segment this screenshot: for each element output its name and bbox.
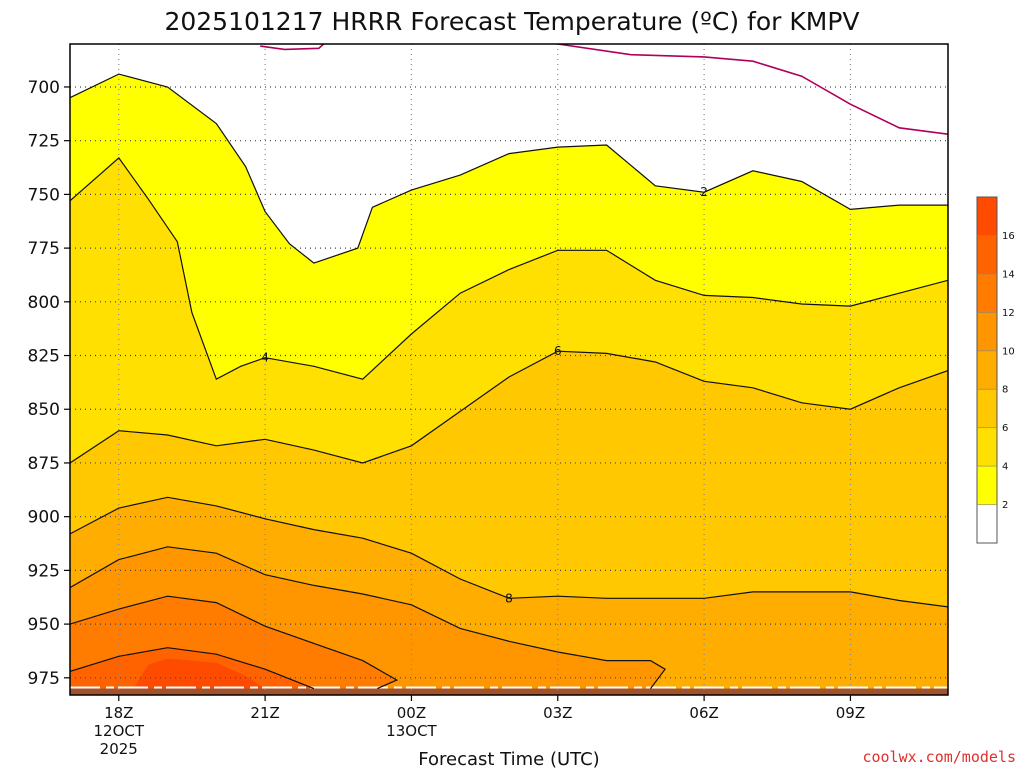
colorbar-tick-14: 14	[1002, 269, 1015, 280]
y-tick-label-750: 750	[28, 185, 60, 205]
grid-lines	[70, 44, 948, 695]
isotherm-12c-0	[70, 595, 399, 690]
isotherm-4c-0	[70, 157, 948, 381]
plot-frame	[69, 43, 949, 696]
temperature-fill-bands	[70, 44, 948, 695]
isotherm-label-6: 6	[554, 344, 562, 358]
x-axis-label: Forecast Time (UTC)	[418, 749, 599, 768]
x-tick-label-12-0: 06Z	[689, 704, 718, 722]
colorbar-legend: 2 4 6 8 10 12 14 16	[976, 196, 1015, 544]
colorbar-swatch-1	[977, 466, 997, 506]
colorbar-swatch-5	[977, 312, 997, 352]
y-tick-label-875: 875	[28, 454, 60, 474]
y-tick-label-850: 850	[28, 400, 60, 420]
y-axis-pressure: 700 725 750 775 800 825 850 875 900 925 950 975	[28, 78, 70, 689]
y-tick-label-775: 775	[28, 239, 60, 259]
isotherm-label-text: 8	[505, 591, 513, 605]
colorbar-swatch-7	[977, 235, 997, 275]
y-tick-label-800: 800	[28, 293, 60, 313]
isotherm-8c-0	[70, 496, 948, 608]
x-tick-label-0-2: 2025	[100, 740, 138, 758]
isotherm-0c-1	[557, 44, 948, 135]
y-tick-label-700: 700	[28, 78, 60, 98]
y-tick-label-975: 975	[28, 669, 60, 689]
y-tick-label-725: 725	[28, 132, 60, 152]
colorbar-tick-4: 4	[1002, 462, 1008, 473]
colorbar-swatch-0	[977, 504, 997, 544]
isotherm-label-2: 2	[700, 185, 708, 199]
x-tick-label-6-0: 00Z	[397, 704, 426, 722]
isotherm-label-text: 6	[554, 344, 562, 358]
isotherm-0c-0	[260, 44, 325, 51]
y-tick-label-950: 950	[28, 615, 60, 635]
temperature-band-above-16	[133, 658, 266, 689]
colorbar-tick-10: 10	[1002, 346, 1015, 357]
colorbar-swatch-4	[977, 350, 997, 390]
isotherm-label-4: 4	[261, 351, 269, 365]
temperature-band-4-to-6	[70, 157, 948, 463]
isotherm-6c-0	[70, 350, 948, 464]
isotherm-10c-0	[70, 546, 666, 689]
x-tick-label-6-1: 13OCT	[386, 722, 437, 740]
colorbar-swatch-2	[977, 427, 997, 467]
chart-title: 2025101217 HRRR Forecast Temperature (ºC…	[164, 7, 859, 36]
y-tick-label-900: 900	[28, 508, 60, 528]
x-tick-label-9-0: 03Z	[543, 704, 572, 722]
colorbar-swatch-6	[977, 273, 997, 313]
ground-layer	[70, 686, 948, 695]
colorbar-tick-12: 12	[1002, 308, 1015, 319]
isotherm-14c-0	[70, 647, 315, 690]
y-tick-label-825: 825	[28, 347, 60, 367]
temperature-band-6-to-8	[70, 351, 948, 607]
ground-fill	[70, 688, 948, 695]
temperature-band-2-to-4	[70, 74, 948, 380]
isotherm-label-text: 2	[700, 185, 708, 199]
temperature-band-14-to-16	[118, 656, 148, 665]
isotherm-label-text: 4	[261, 351, 269, 365]
colorbar-tick-16: 16	[1002, 231, 1015, 242]
x-tick-label-15-0: 09Z	[836, 704, 865, 722]
isotherm-2c-0	[70, 73, 948, 264]
isotherm-labels: 2 4 6 8	[261, 185, 708, 605]
x-tick-label-3-0: 21Z	[250, 704, 279, 722]
colorbar-swatch-8	[977, 197, 997, 236]
x-tick-label-0-0: 18Z	[104, 704, 133, 722]
y-tick-label-925: 925	[28, 561, 60, 581]
colorbar-tick-8: 8	[1002, 385, 1008, 396]
isotherm-label-8: 8	[505, 591, 513, 605]
x-tick-label-0-1: 12OCT	[94, 722, 145, 740]
colorbar-swatch-3	[977, 389, 997, 429]
isotherm-lines	[70, 44, 948, 690]
colorbar-tick-2: 2	[1002, 500, 1008, 511]
credit-text: coolwx.com/models	[862, 748, 1016, 766]
colorbar-frame	[976, 196, 998, 544]
colorbar-tick-6: 6	[1002, 423, 1008, 434]
